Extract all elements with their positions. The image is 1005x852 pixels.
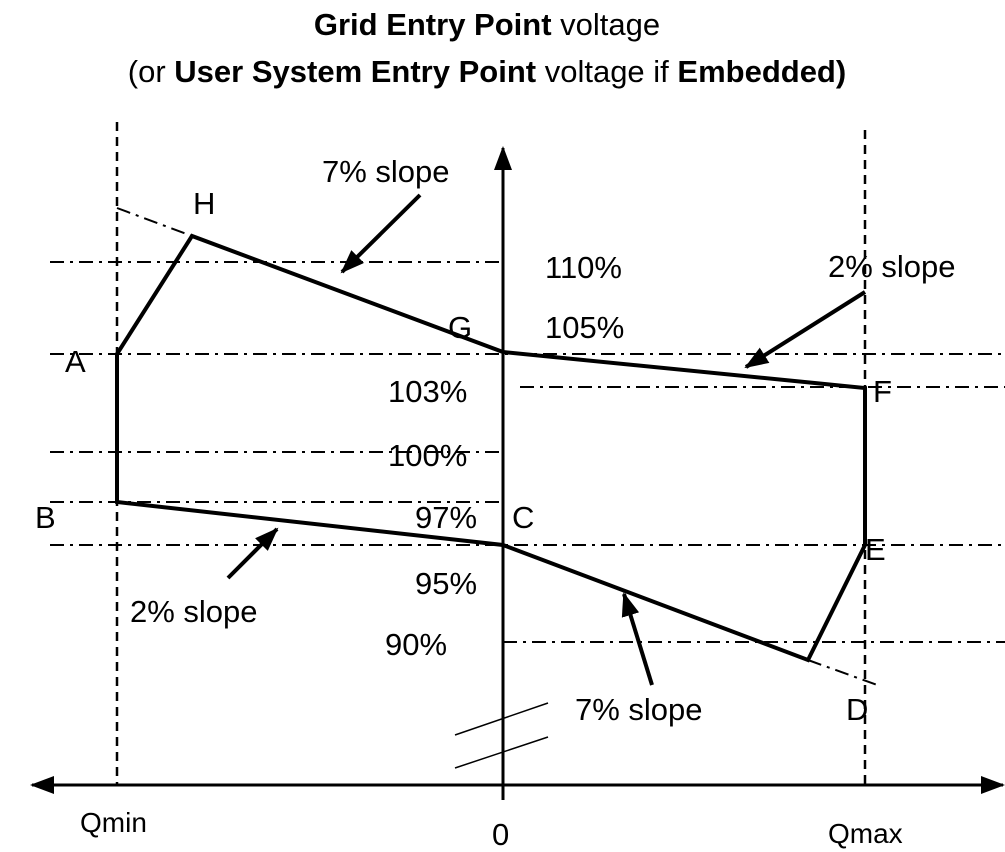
point-label: C xyxy=(512,500,534,535)
capability-envelope xyxy=(115,233,867,663)
title-bold: Embedded) xyxy=(677,54,846,89)
title-line: Grid Entry Point voltage xyxy=(314,7,660,42)
axes xyxy=(30,146,1005,800)
title-text: (or xyxy=(128,54,175,89)
point-label: D xyxy=(846,692,868,727)
point-label: E xyxy=(865,532,886,567)
point-label: B xyxy=(35,500,56,535)
slope-label: 7% slope xyxy=(322,154,450,189)
title-text: voltage if xyxy=(536,54,677,89)
title-bold: User System Entry Point xyxy=(174,54,536,89)
level-label: 97% xyxy=(415,500,477,535)
title-bold: Grid Entry Point xyxy=(314,7,552,42)
axis-label: Qmax xyxy=(828,818,903,849)
axis-label: Qmin xyxy=(80,807,147,838)
level-label: 110% xyxy=(545,250,622,285)
level-label: 90% xyxy=(385,627,447,662)
title-text: voltage xyxy=(552,7,661,42)
slope-label: 2% slope xyxy=(130,594,258,629)
point-label: H xyxy=(193,186,215,221)
title-line: (or User System Entry Point voltage if E… xyxy=(128,54,846,89)
arrows xyxy=(226,193,867,686)
axis-label: 0 xyxy=(492,817,509,852)
point-label: A xyxy=(65,344,86,379)
labels: 7% slope H 110% 2% slope G 105% A 103% F… xyxy=(35,154,956,852)
slope-label: 7% slope xyxy=(575,692,703,727)
slope-label: 2% slope xyxy=(828,249,956,284)
level-label: 95% xyxy=(415,566,477,601)
level-label: 105% xyxy=(545,310,624,345)
point-label: F xyxy=(873,374,892,409)
point-label: G xyxy=(448,310,472,345)
level-label: 100% xyxy=(388,438,467,473)
guides xyxy=(50,122,1005,785)
level-label: 103% xyxy=(388,374,467,409)
